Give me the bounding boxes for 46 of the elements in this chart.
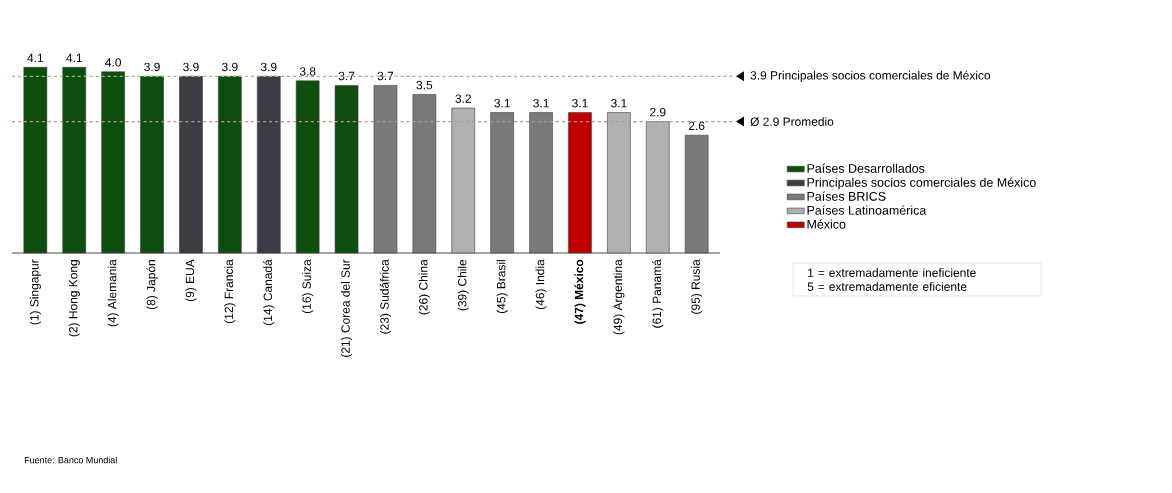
data-label: 3.5 <box>416 80 433 90</box>
data-label: 4.1 <box>27 53 44 63</box>
ref-line-label: Ø 2.9 Promedio <box>750 117 834 127</box>
data-label: 3.1 <box>533 98 549 108</box>
x-tick-label: (2) Hong Kong <box>68 260 80 337</box>
data-label: 3.9 <box>144 62 160 72</box>
legend-label: Países Latinoamérica <box>807 205 927 215</box>
x-tick-label: (49) Argentina <box>613 259 625 335</box>
data-label: 3.8 <box>299 67 316 76</box>
x-tick-label: (12) Francia <box>224 259 236 324</box>
x-tick-label: (16) Suiza <box>302 259 314 314</box>
x-tick-label: (39) Chile <box>457 259 469 311</box>
x-tick-label: (9) EUA <box>185 259 197 302</box>
x-tick-label: (46) India <box>535 259 547 310</box>
data-label: 2.6 <box>688 121 705 131</box>
data-label: 3.9 <box>183 62 199 72</box>
legend-label: México <box>807 219 846 229</box>
x-tick-label: (61) Panamá <box>652 259 664 328</box>
data-label: 3.1 <box>494 98 510 108</box>
x-tick-label: (8) Japón <box>146 260 158 310</box>
x-tick-label: (26) China <box>418 259 430 315</box>
x-tick-label: (45) Brasil <box>496 260 508 314</box>
data-label: 4.0 <box>105 58 121 67</box>
legend-label: Países BRICS <box>807 191 886 201</box>
data-label: 3.2 <box>455 94 471 103</box>
ref-line-label: 3.9 Principales socios comerciales de México <box>750 70 991 82</box>
text: 5 = extremadamente eficiente <box>807 282 967 291</box>
legend-label: Principales socios comerciales de México <box>807 177 1036 190</box>
data-label: 4.1 <box>66 53 82 63</box>
data-label: 3.7 <box>338 71 355 81</box>
text: 1 = extremadamente ineficiente <box>808 268 976 277</box>
x-tick-label: (14) Canadá <box>263 259 275 326</box>
data-label: 3.9 <box>222 62 238 72</box>
x-tick-label: (23) Sudáfrica <box>379 259 392 334</box>
source-note: Fuente: Banco Mundial <box>24 456 117 464</box>
data-label: 3.9 <box>260 62 277 72</box>
legend-label: Países Desarrollados <box>807 163 925 173</box>
data-label: 3.7 <box>377 71 394 81</box>
x-tick-label: (1) Singapur <box>29 259 41 325</box>
x-tick-label: (95) Rusia <box>691 259 703 314</box>
data-label: 2.9 <box>650 107 666 117</box>
x-tick-label: (4) Alemania <box>107 259 119 327</box>
x-tick-label: (21) Corea del Sur <box>341 259 353 357</box>
data-label: 3.1 <box>611 98 627 108</box>
data-label: 3.1 <box>572 98 588 108</box>
x-tick-label: (47) México <box>574 259 586 324</box>
